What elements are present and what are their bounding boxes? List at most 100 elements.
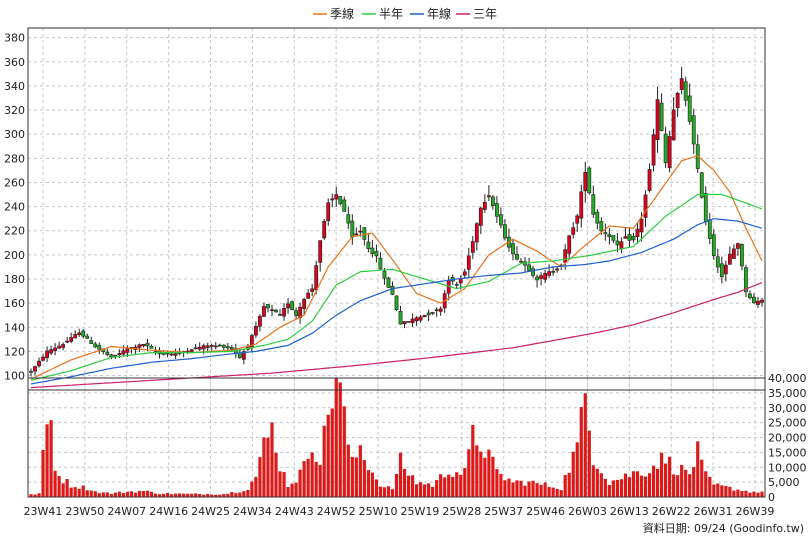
x-tick-label: 26W31 <box>694 505 733 518</box>
volume-bar <box>254 476 258 497</box>
volume-bar <box>583 393 587 497</box>
volume-bar <box>161 493 166 497</box>
volume-bar <box>575 442 579 497</box>
x-tick-label: 25W46 <box>526 505 565 518</box>
price-tick-label: 100 <box>4 370 25 383</box>
volume-bar <box>563 474 567 497</box>
volume-bar <box>607 484 611 497</box>
candle-body <box>262 306 266 317</box>
volume-bar <box>262 437 266 497</box>
x-tick-label: 26W39 <box>736 505 775 518</box>
price-tick-label: 360 <box>4 56 25 69</box>
volume-bar <box>507 478 511 497</box>
volume-bar <box>631 471 636 497</box>
volume-bar <box>258 457 262 497</box>
volume-bar <box>639 475 644 497</box>
volume-bar <box>214 494 218 497</box>
candle-body <box>651 134 656 166</box>
candle-body <box>161 352 166 355</box>
candle-body <box>193 347 198 349</box>
candle-body <box>57 345 62 349</box>
candle-body <box>687 95 692 122</box>
candle-body <box>519 260 523 263</box>
candle-body <box>723 264 728 275</box>
candle-body <box>137 344 142 348</box>
candle-body <box>49 349 53 354</box>
candle-body <box>756 300 760 305</box>
candle-body <box>61 344 66 348</box>
candle-body <box>418 316 423 321</box>
volume-bar <box>390 489 395 497</box>
candle-body <box>334 194 339 200</box>
candle-body <box>511 243 515 255</box>
candle-body <box>731 248 736 259</box>
legend-label-half: 半年 <box>379 7 403 21</box>
price-tick-label: 180 <box>4 273 25 286</box>
volume-bar <box>744 490 748 497</box>
candle-body <box>430 312 435 314</box>
volume-bar <box>97 493 101 497</box>
volume-bar <box>53 470 57 497</box>
volume-bar <box>527 481 531 497</box>
volume-bar <box>402 468 407 497</box>
candle-body <box>77 332 82 335</box>
candle-body <box>406 321 411 323</box>
candle-body <box>306 292 311 299</box>
candle-body <box>125 348 130 353</box>
candle-body <box>398 310 403 325</box>
candle-body <box>655 99 660 141</box>
candle-body <box>567 235 572 254</box>
volume-bar <box>358 445 362 497</box>
volume-bar <box>234 493 238 497</box>
candle-body <box>691 115 696 145</box>
candle-body <box>362 227 367 240</box>
x-axis: 23W41 23W50 24W07 24W16 24W25 24W34 24W43 24W52… <box>24 505 775 518</box>
volume-bar <box>406 475 411 497</box>
candle-body <box>121 350 126 355</box>
volume-tick-label: 20,000 <box>768 432 807 445</box>
x-tick-label: 25W19 <box>401 505 440 518</box>
candle-body <box>740 244 744 267</box>
volume-bar <box>222 494 226 497</box>
candle-body <box>760 299 764 303</box>
candle-body <box>579 191 584 219</box>
candle-body <box>217 344 222 347</box>
candle-body <box>286 303 290 309</box>
candle-body <box>663 133 668 164</box>
x-tick-label: 25W37 <box>484 505 523 518</box>
price-panel-frame <box>27 27 766 391</box>
volume-bar <box>467 449 471 497</box>
candle-body <box>65 340 70 343</box>
candle-body <box>603 232 608 235</box>
candle-body <box>627 234 632 241</box>
candle-body <box>752 296 756 303</box>
ma-year-line <box>30 218 763 385</box>
volume-bar <box>692 467 696 497</box>
candle-body <box>647 169 652 191</box>
volume-bar <box>113 492 117 497</box>
candle-body <box>141 343 146 347</box>
volume-bar <box>117 491 121 497</box>
volume-bar <box>487 449 491 497</box>
candle-body <box>535 276 539 281</box>
volume-bar <box>202 494 206 497</box>
legend-label-3yr: 三年 <box>473 7 497 21</box>
candle-body <box>639 218 644 233</box>
volume-tick-label: 30,000 <box>768 402 807 415</box>
price-axis: 100 120 140 160 180 200 220 240 260 280 300 320 340 3… <box>4 32 25 383</box>
volume-tick-label: 35,000 <box>768 387 807 400</box>
volume-bar <box>294 482 298 497</box>
volume-bar <box>121 493 125 497</box>
candle-body <box>563 249 568 263</box>
volume-bar <box>85 490 89 497</box>
candle-body <box>29 371 33 373</box>
candle-body <box>149 345 154 349</box>
volume-bar <box>29 494 33 497</box>
volume-bar <box>543 482 547 497</box>
volume-bar <box>567 472 571 497</box>
candle-body <box>611 235 616 241</box>
candle-body <box>109 354 114 357</box>
volume-bar <box>623 473 628 497</box>
legend: 季線 半年 年線 三年 <box>313 6 497 21</box>
volume-bar <box>93 491 97 497</box>
